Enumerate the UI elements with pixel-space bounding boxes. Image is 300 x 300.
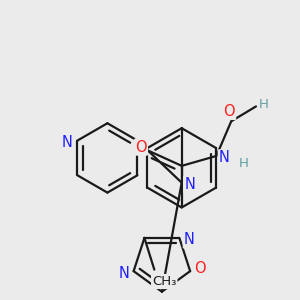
Text: O: O <box>135 140 147 154</box>
Text: H: H <box>259 98 269 111</box>
Text: N: N <box>118 266 129 280</box>
Text: H: H <box>239 158 249 170</box>
Text: O: O <box>224 104 235 119</box>
Text: CH₃: CH₃ <box>152 275 176 288</box>
Text: N: N <box>219 150 230 165</box>
Text: N: N <box>184 232 195 247</box>
Text: O: O <box>194 261 206 276</box>
Text: N: N <box>62 135 73 150</box>
Text: N: N <box>184 177 195 192</box>
